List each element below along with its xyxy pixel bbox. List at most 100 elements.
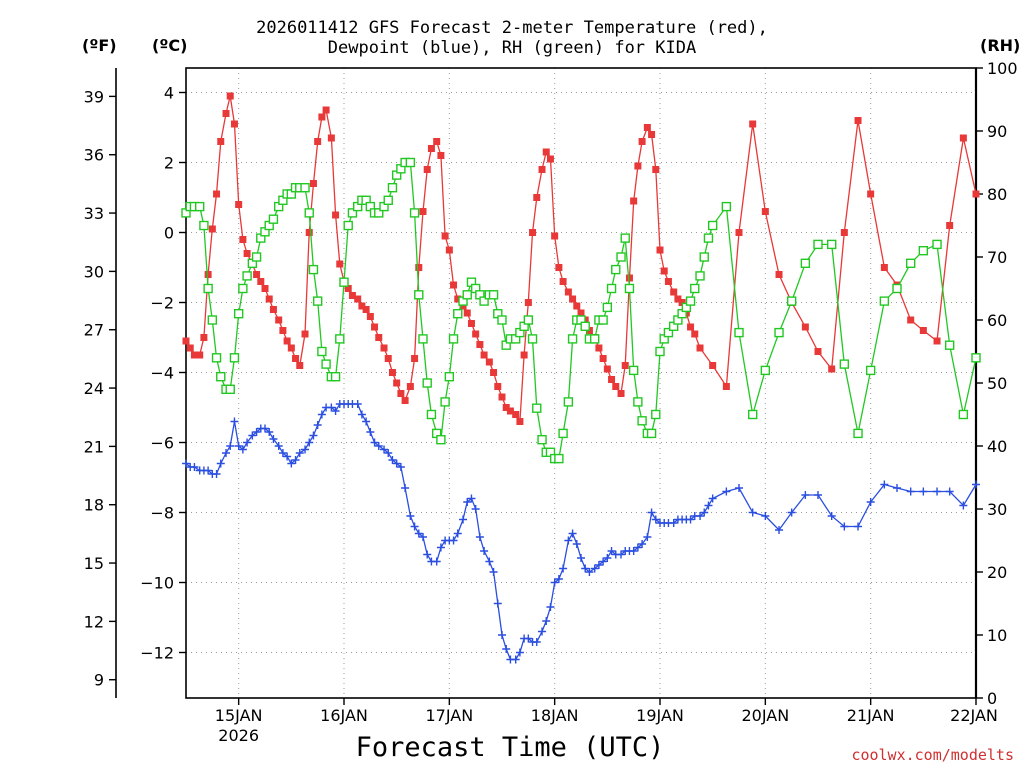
data-point <box>454 295 462 303</box>
data-point <box>892 283 902 294</box>
data-point <box>537 435 547 445</box>
data-point <box>660 267 668 275</box>
data-point <box>449 536 458 545</box>
rh-tick-label: 60 <box>987 311 1007 330</box>
data-point <box>959 501 968 510</box>
data-point <box>383 195 393 206</box>
data-point <box>419 208 427 215</box>
data-point <box>498 393 506 401</box>
data-point <box>670 288 678 296</box>
data-point <box>366 313 374 320</box>
data-point <box>801 323 809 331</box>
rh-tick-label: 50 <box>987 374 1007 393</box>
data-point <box>471 505 480 513</box>
data-point <box>749 120 757 128</box>
data-point <box>392 459 401 468</box>
data-point <box>230 120 238 128</box>
data-point <box>248 431 257 440</box>
data-point <box>233 309 244 319</box>
data-point <box>735 484 743 492</box>
data-point <box>375 334 383 341</box>
data-point <box>629 547 638 555</box>
data-point <box>652 166 660 173</box>
data-point <box>287 459 296 468</box>
data-point <box>527 334 538 344</box>
data-point <box>691 330 699 338</box>
data-point <box>554 575 563 583</box>
data-point <box>542 148 550 156</box>
data-point <box>839 359 850 369</box>
data-point <box>463 309 471 317</box>
data-point <box>529 229 537 236</box>
data-point <box>296 362 304 369</box>
data-point <box>722 383 730 390</box>
data-point <box>332 211 340 219</box>
data-point <box>494 383 502 390</box>
data-point <box>222 110 230 117</box>
data-point <box>239 236 247 243</box>
data-point <box>330 372 341 382</box>
data-point <box>436 543 445 552</box>
data-point <box>590 564 599 573</box>
data-point <box>972 190 980 198</box>
data-point <box>287 344 295 352</box>
data-point <box>226 92 234 100</box>
data-point <box>559 278 567 285</box>
data-point <box>946 222 954 229</box>
data-point <box>335 334 345 344</box>
data-point <box>222 449 231 457</box>
data-point <box>314 138 322 145</box>
data-point <box>546 603 555 611</box>
data-point <box>828 365 836 373</box>
data-point <box>577 309 585 317</box>
data-point <box>933 337 941 345</box>
data-point <box>853 428 863 439</box>
data-point <box>624 283 635 294</box>
data-point <box>761 208 769 215</box>
celsius-axis-unit: (ºC) <box>152 36 188 55</box>
data-point <box>564 536 573 545</box>
celsius-tick-label: −8 <box>150 504 174 523</box>
data-point <box>708 494 717 503</box>
data-point <box>331 407 340 415</box>
rh-tick-label: 30 <box>987 500 1007 519</box>
data-point <box>589 334 600 344</box>
data-point <box>396 463 405 471</box>
data-point <box>498 631 506 639</box>
data-point <box>699 252 709 262</box>
data-point <box>353 400 362 408</box>
data-point <box>585 568 594 576</box>
data-point <box>411 355 419 362</box>
data-point <box>533 194 541 201</box>
data-point <box>826 239 837 250</box>
data-point <box>651 515 660 524</box>
data-point <box>489 568 498 576</box>
data-point <box>211 353 222 363</box>
data-point <box>774 327 784 338</box>
data-point <box>685 296 696 306</box>
data-point <box>559 564 568 573</box>
data-point <box>607 547 616 555</box>
data-point <box>532 638 541 646</box>
data-point <box>362 306 370 313</box>
data-point <box>313 421 322 429</box>
data-point <box>664 278 672 285</box>
data-point <box>414 290 424 300</box>
data-point <box>182 459 190 468</box>
series-temperature <box>182 92 980 425</box>
data-point <box>573 302 581 310</box>
x-tick-label: 20JAN <box>741 706 789 725</box>
data-point <box>840 229 848 236</box>
data-point <box>854 522 863 531</box>
rh-tick-label: 80 <box>987 185 1007 204</box>
grid <box>186 68 976 698</box>
data-point <box>301 445 310 454</box>
data-point <box>542 617 551 625</box>
data-point <box>374 208 384 218</box>
data-point <box>432 557 441 566</box>
data-point <box>630 197 638 205</box>
data-point <box>490 369 498 376</box>
data-point <box>866 498 875 506</box>
data-point <box>409 208 420 218</box>
data-point <box>283 337 291 345</box>
